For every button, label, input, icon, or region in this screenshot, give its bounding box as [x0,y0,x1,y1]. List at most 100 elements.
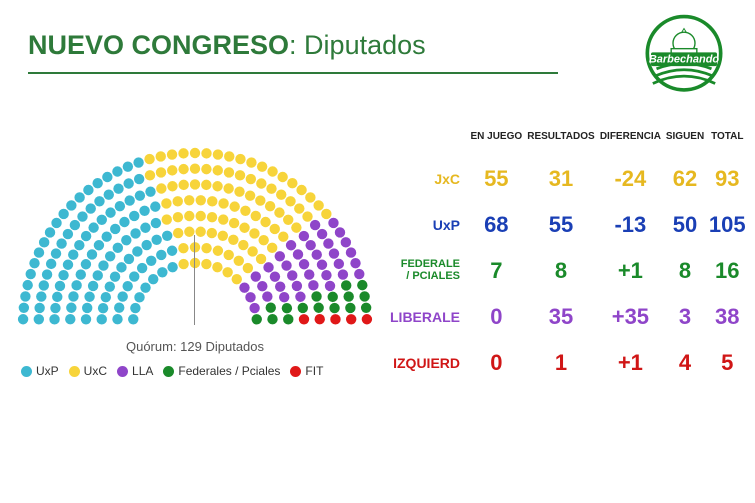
seat-dot [329,248,339,258]
hemicycle-wrapper: Quórum: 129 Diputados UxPUxCLLAFederales… [15,135,375,378]
seat-dot [276,189,286,199]
seat-dot [256,254,266,264]
table-cell: 68 [468,202,525,248]
seat-dot [305,192,315,202]
seat-dot [66,303,76,313]
seat-dot [282,303,292,313]
seat-dot [218,214,228,224]
hemicycle-chart [15,135,375,335]
seat-dot [328,218,338,228]
party-label: JxC [388,156,468,202]
seat-dot [229,201,239,211]
seat-dot [357,280,367,290]
seat-dot [317,229,327,239]
seat-dot [292,281,302,291]
seat-dot [335,227,345,237]
seat-dot [121,235,131,245]
seat-dot [88,222,98,232]
seat-dot [140,282,150,292]
seat-dot [190,148,200,158]
seat-dot [196,195,206,205]
seat-dot [101,292,111,302]
seat-dot [195,227,205,237]
seat-dot [235,170,245,180]
seat-dot [150,201,160,211]
seat-dot [274,207,284,217]
seat-dot [213,165,223,175]
seat-dot [140,223,150,233]
seat-dot [77,211,87,221]
table-cell: 62 [664,156,707,202]
seat-dot [110,224,120,234]
table-cell: 93 [707,156,748,202]
seat-dot [161,198,171,208]
seat-dot [49,314,59,324]
seat-dot [266,184,276,194]
seat-dot [287,270,297,280]
seat-dot [113,184,123,194]
seat-dot [34,314,44,324]
seat-dot [94,196,104,206]
seat-dot [275,281,285,291]
seat-dot [151,235,161,245]
seat-dot [66,200,76,210]
seat-dot [137,263,147,273]
seat-dot [234,256,244,266]
seat-dot [361,303,371,313]
seat-dot [51,248,61,258]
seat-dot [156,167,166,177]
seat-dot [18,314,28,324]
seat-dot [232,274,242,284]
seat-dot [310,220,320,230]
seat-dot [362,314,372,324]
party-label: UxP [388,202,468,248]
table-header: TOTAL [707,125,748,156]
table-cell: -13 [597,202,663,248]
seat-dot [345,303,355,313]
seat-dot [278,232,288,242]
table-cell: 105 [707,202,748,248]
seat-dot [312,250,322,260]
results-table: EN JUEGORESULTADOSDIFERENCIASIGUENTOTALJ… [388,125,748,386]
seat-dot [156,183,166,193]
seat-dot [239,282,249,292]
table-cell: +1 [597,248,663,294]
seat-dot [283,215,293,225]
seat-dot [313,303,323,313]
seat-dot [74,240,84,250]
seat-dot [130,303,140,313]
seat-dot [34,303,44,313]
seat-dot [313,200,323,210]
seat-dot [70,220,80,230]
table-row: IZQUIERD01+145 [388,340,748,386]
seat-dot [224,167,234,177]
hemicycle-center-line [194,235,195,325]
seat-dot [263,262,273,272]
seat-dot [148,274,158,284]
seat-dot [105,207,115,217]
seat-dot [34,247,44,257]
seat-dot [20,291,30,301]
seat-dot [129,211,139,221]
seat-dot [63,229,73,239]
seat-dot [196,211,206,221]
seat-dot [26,269,36,279]
seat-dot [281,260,291,270]
seat-dot [93,270,103,280]
seat-dot [119,217,129,227]
seat-dot [238,240,248,250]
seat-dot [86,203,96,213]
legend-item: FIT [290,364,323,378]
seat-dot [81,314,91,324]
seat-dot [97,215,107,225]
table-cell: +35 [597,294,663,340]
seat-dot [178,259,188,269]
seat-dot [39,237,49,247]
table-cell: 38 [707,294,748,340]
barbechando-logo: Barbechando [629,12,739,97]
party-label: FEDERALE/ PCIALES [388,248,468,294]
seat-dot [257,161,267,171]
seat-dot [87,249,97,259]
seat-dot [167,181,177,191]
seat-dot [105,251,115,261]
